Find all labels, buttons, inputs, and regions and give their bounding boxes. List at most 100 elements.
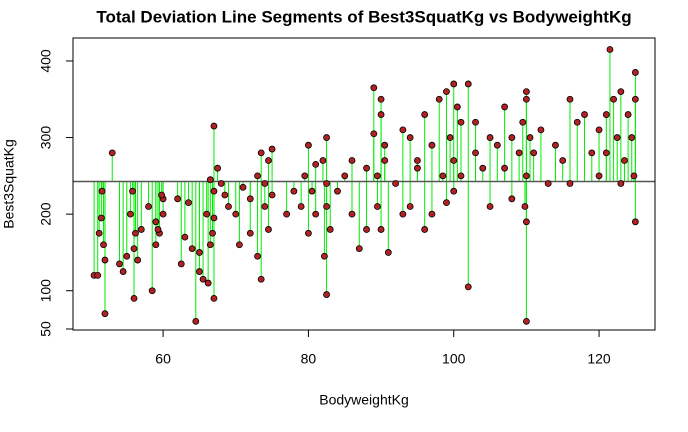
y-tick-label: 400: [38, 49, 54, 73]
point: [384, 249, 392, 256]
point: [290, 187, 298, 195]
point: [566, 180, 574, 187]
point: [239, 183, 247, 191]
point: [602, 111, 610, 118]
point: [573, 118, 581, 126]
point: [321, 252, 328, 260]
point: [312, 160, 320, 168]
point: [209, 229, 216, 237]
point: [210, 294, 218, 302]
point: [566, 95, 574, 103]
point: [152, 218, 160, 226]
point: [206, 241, 214, 249]
point: [204, 279, 212, 287]
point: [145, 203, 152, 210]
point: [457, 118, 465, 126]
point: [406, 134, 414, 141]
point: [246, 195, 254, 203]
point: [268, 145, 276, 153]
point: [486, 203, 494, 210]
point: [464, 283, 472, 291]
point: [152, 241, 160, 249]
point: [501, 164, 508, 172]
x-tick-label: 100: [442, 351, 466, 367]
point: [192, 317, 200, 325]
point: [323, 180, 330, 187]
point: [196, 249, 203, 256]
point: [617, 180, 625, 187]
point: [370, 84, 378, 92]
point: [101, 256, 109, 264]
point: [319, 157, 327, 164]
y-axis-label: Best3SquatKg: [1, 139, 17, 229]
point: [257, 275, 265, 283]
point: [515, 149, 523, 157]
point: [177, 260, 185, 268]
point: [457, 172, 465, 180]
point: [537, 126, 545, 134]
point: [159, 210, 167, 218]
point: [323, 291, 330, 298]
point: [552, 141, 559, 149]
point: [595, 172, 603, 180]
point: [261, 203, 269, 210]
point: [265, 157, 272, 164]
point: [217, 180, 225, 187]
point: [508, 134, 516, 141]
point: [283, 210, 291, 218]
point: [544, 180, 552, 187]
point: [624, 111, 632, 118]
point: [363, 164, 370, 172]
point: [628, 134, 636, 141]
point: [479, 164, 487, 172]
point: [374, 203, 381, 210]
point: [323, 134, 330, 141]
point: [521, 203, 529, 210]
point: [399, 126, 407, 134]
point: [257, 149, 265, 157]
point: [265, 226, 272, 233]
plot-area: [73, 46, 655, 325]
chart-title: Total Deviation Line Segments of Best3Sq…: [96, 7, 631, 26]
point: [630, 172, 638, 180]
point: [95, 229, 103, 237]
point: [210, 214, 218, 222]
point: [100, 241, 107, 249]
point: [374, 172, 381, 180]
point: [308, 187, 316, 195]
point: [421, 111, 429, 118]
point: [450, 157, 458, 164]
point: [522, 218, 530, 226]
point: [381, 141, 389, 149]
point: [348, 210, 356, 218]
point: [94, 271, 102, 279]
y-tick-label: 200: [38, 202, 54, 226]
point: [522, 172, 530, 180]
point: [341, 172, 349, 180]
point: [154, 226, 162, 233]
point: [137, 226, 145, 233]
point: [254, 172, 261, 180]
point: [174, 195, 182, 203]
point: [196, 268, 203, 275]
point: [323, 203, 330, 210]
x-tick-label: 60: [155, 351, 171, 367]
point: [377, 111, 385, 118]
point: [225, 203, 232, 210]
point: [108, 149, 116, 157]
point: [493, 141, 501, 149]
point: [443, 88, 450, 96]
point: [602, 149, 610, 157]
point: [101, 310, 109, 318]
point: [522, 95, 530, 103]
point: [297, 203, 305, 210]
x-axis-label: BodyweightKg: [319, 392, 409, 408]
point: [522, 88, 530, 96]
point: [235, 241, 243, 249]
point: [210, 122, 218, 130]
point: [392, 180, 400, 187]
point: [148, 287, 156, 295]
point: [119, 268, 127, 275]
point: [428, 210, 436, 218]
